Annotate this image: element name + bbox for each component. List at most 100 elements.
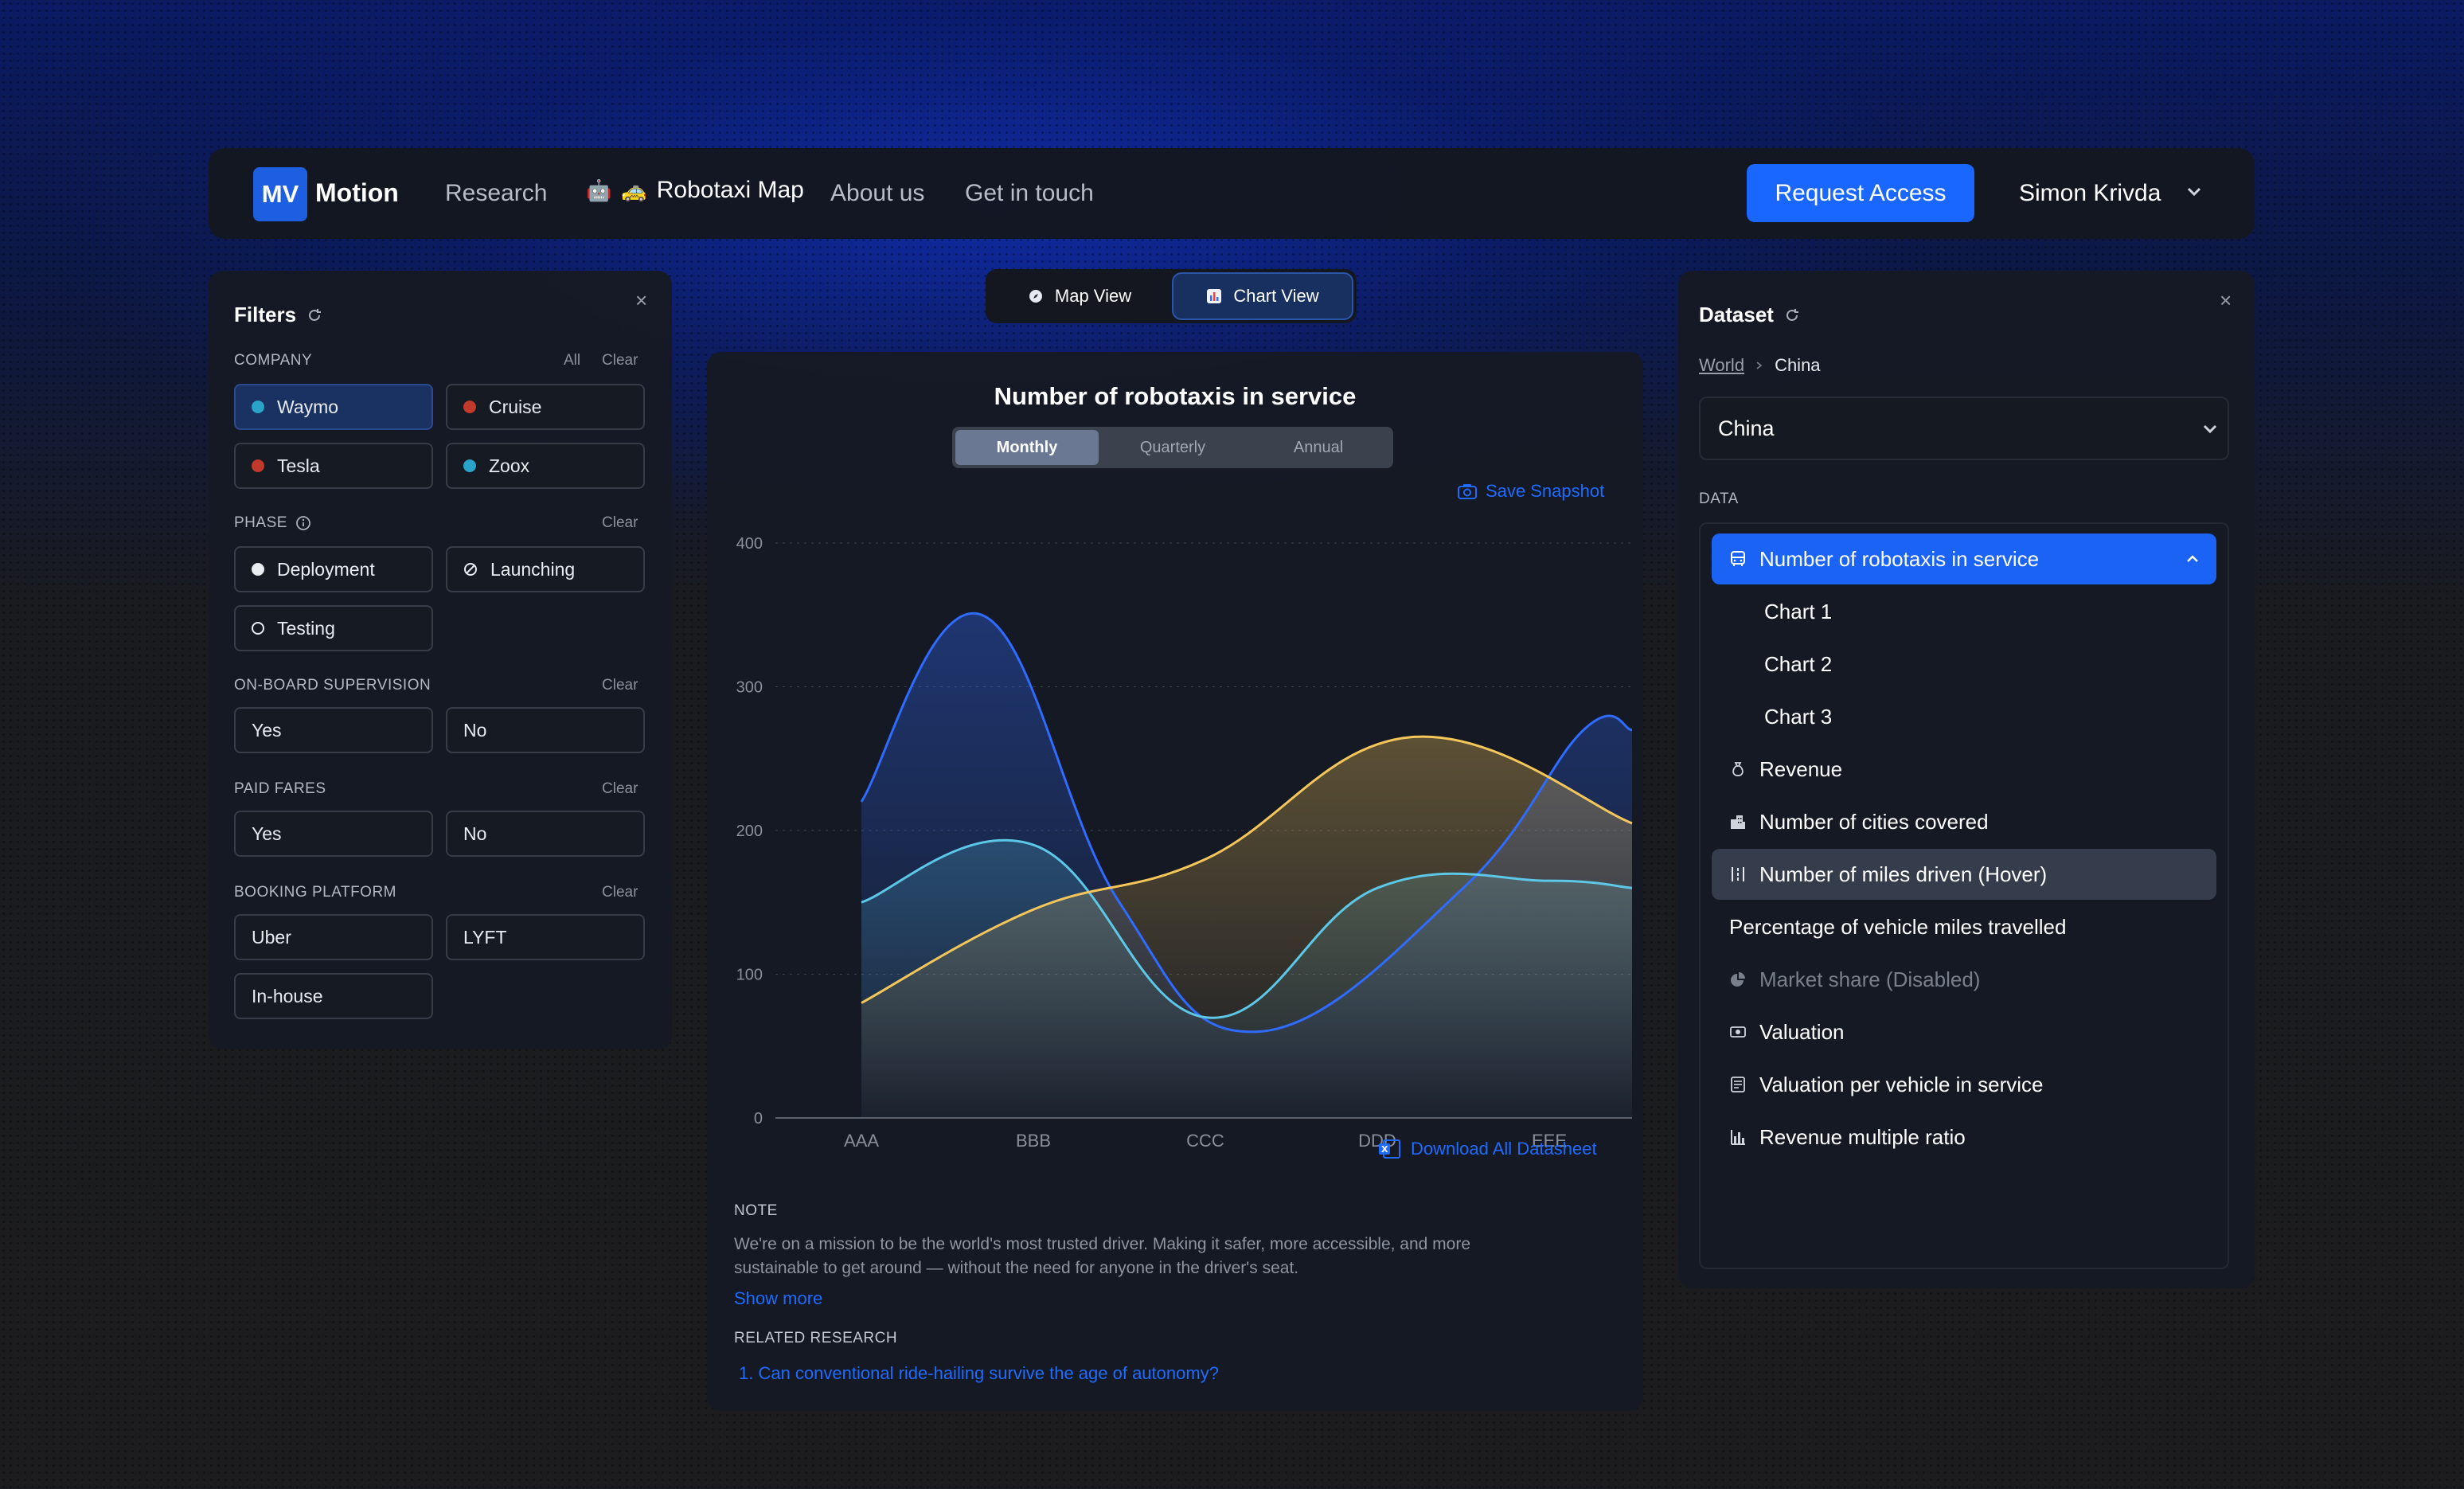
series-1-line[interactable] — [860, 612, 1633, 1034]
company-label: COMPANY — [234, 352, 313, 369]
breadcrumb-china: China — [1775, 355, 1821, 375]
data-item-label: Number of cities covered — [1759, 809, 1989, 834]
chip-lyft[interactable]: LYFT — [446, 914, 645, 960]
save-snapshot-label: Save Snapshot — [1486, 481, 1605, 501]
data-item-cities[interactable]: Number of cities covered — [1712, 796, 2216, 847]
city-icon — [1731, 815, 1745, 829]
chevron-down-icon[interactable] — [2186, 186, 2202, 197]
data-label: DATA — [1699, 490, 1739, 507]
data-item-chart-2[interactable]: Chart 2 — [1764, 651, 1833, 676]
chip-fares-yes[interactable]: Yes — [234, 811, 433, 857]
booking-clear[interactable]: Clear — [602, 884, 638, 901]
save-snapshot-button[interactable]: Save Snapshot — [1457, 481, 1604, 502]
series-2-line[interactable] — [861, 838, 1633, 1019]
phase-label-text: PHASE — [234, 514, 287, 531]
chip-uber[interactable]: Uber — [234, 914, 433, 960]
nav-link-about[interactable]: About us — [830, 180, 925, 206]
data-item-label: Revenue multiple ratio — [1759, 1124, 1966, 1149]
chip-supervision-no[interactable]: No — [446, 707, 645, 753]
data-item-revenue[interactable]: Revenue — [1712, 744, 2216, 795]
chart-view-button[interactable]: Chart View — [1172, 272, 1353, 320]
chip-tesla[interactable]: Tesla — [234, 443, 433, 489]
data-item-label: Revenue — [1759, 756, 1843, 781]
chip-label: No — [463, 823, 487, 844]
data-item-revenue-multiple[interactable]: Revenue multiple ratio — [1712, 1112, 2216, 1163]
dataset-title-text: Dataset — [1699, 303, 1774, 326]
data-item-chart-3[interactable]: Chart 3 — [1764, 704, 1833, 729]
data-item-label: Market share (Disabled) — [1759, 967, 1981, 991]
data-item-valuation-per-vehicle[interactable]: Valuation per vehicle in service — [1712, 1059, 2216, 1110]
data-item-label: Valuation per vehicle in service — [1759, 1072, 2044, 1096]
fares-clear[interactable]: Clear — [602, 780, 638, 797]
nav-link-robotaxi-map[interactable]: 🤖 🚕 Robotaxi Map — [586, 177, 804, 204]
data-item-market-share: Market share (Disabled) — [1712, 954, 2216, 1005]
supervision-label: ON-BOARD SUPERVISION — [234, 677, 431, 694]
testing-icon — [252, 622, 264, 635]
chip-waymo[interactable]: Waymo — [234, 384, 433, 430]
download-datasheet-button[interactable]: X Download All Datasheet — [1377, 1139, 1597, 1159]
chevron-down-icon — [2203, 424, 2217, 434]
x-tick-label: EEE — [1532, 1131, 1567, 1151]
data-item-robotaxis[interactable]: Number of robotaxis in service — [1712, 533, 2216, 584]
chip-testing[interactable]: Testing — [234, 605, 433, 651]
period-monthly[interactable]: Monthly — [955, 430, 1099, 465]
close-icon[interactable]: × — [635, 288, 648, 312]
refresh-icon[interactable] — [1783, 307, 1801, 324]
chip-inhouse[interactable]: In-house — [234, 973, 433, 1019]
refresh-icon[interactable] — [306, 307, 323, 324]
data-item-vmt[interactable]: Percentage of vehicle miles travelled — [1729, 914, 2067, 939]
related-research-label: RELATED RESEARCH — [734, 1330, 898, 1346]
user-menu[interactable]: Simon Krivda — [2019, 180, 2161, 206]
phase-clear[interactable]: Clear — [602, 514, 638, 531]
chip-supervision-yes[interactable]: Yes — [234, 707, 433, 753]
chip-label: LYFT — [463, 926, 507, 948]
info-icon[interactable] — [295, 515, 311, 531]
x-tick-label: BBB — [1016, 1131, 1051, 1151]
view-toggle: Map View Chart View — [986, 269, 1357, 323]
chip-label: No — [463, 719, 487, 741]
chip-label: Zoox — [489, 455, 530, 476]
road-icon — [1732, 867, 1744, 881]
chip-launching[interactable]: Launching — [446, 546, 645, 592]
company-clear[interactable]: Clear — [602, 352, 638, 369]
related-research-link[interactable]: 1. Can conventional ride-hailing survive… — [739, 1363, 1219, 1383]
data-item-chart-1[interactable]: Chart 1 — [1764, 599, 1833, 623]
excel-icon: X — [1379, 1139, 1400, 1159]
region-select-value: China — [1718, 416, 1775, 440]
period-annual[interactable]: Annual — [1293, 438, 1344, 456]
dataset-title: Dataset — [1699, 303, 1801, 327]
show-more-link[interactable]: Show more — [734, 1288, 823, 1308]
data-item-label: Valuation — [1759, 1019, 1845, 1044]
status-dot — [252, 401, 264, 413]
series-3-line[interactable] — [861, 735, 1633, 1004]
region-select[interactable]: China — [1699, 397, 2229, 460]
period-quarterly[interactable]: Quarterly — [1139, 438, 1206, 456]
chip-zoox[interactable]: Zoox — [446, 443, 645, 489]
supervision-clear[interactable]: Clear — [602, 677, 638, 694]
deployment-icon — [252, 563, 264, 576]
chevron-right-icon — [1756, 362, 1763, 369]
map-view-button[interactable]: Map View — [992, 272, 1167, 320]
chip-label: Waymo — [277, 396, 339, 417]
data-item-valuation[interactable]: Valuation — [1712, 1006, 2216, 1057]
chip-fares-no[interactable]: No — [446, 811, 645, 857]
data-list: Number of robotaxis in service Chart 1 C… — [1699, 522, 2229, 1269]
camera-icon — [1458, 484, 1477, 499]
chip-label: Yes — [252, 823, 282, 844]
logo-text[interactable]: Motion — [315, 178, 399, 207]
compass-icon — [1029, 290, 1042, 303]
nav-link-contact[interactable]: Get in touch — [965, 180, 1094, 206]
chip-deployment[interactable]: Deployment — [234, 546, 433, 592]
chip-cruise[interactable]: Cruise — [446, 384, 645, 430]
close-icon[interactable]: × — [2220, 288, 2232, 312]
breadcrumb-world[interactable]: World — [1699, 355, 1745, 375]
nav-link-research[interactable]: Research — [445, 180, 548, 206]
logo-badge[interactable]: MV — [253, 167, 307, 221]
bus-icon — [1731, 551, 1745, 566]
chip-label: Tesla — [277, 455, 320, 476]
filters-panel: Filters × COMPANY All Clear Waymo Cruise… — [209, 271, 672, 1049]
breadcrumb: World China — [1699, 355, 1821, 376]
company-all[interactable]: All — [564, 352, 581, 369]
data-item-miles[interactable]: Number of miles driven (Hover) — [1712, 849, 2216, 900]
request-access-button[interactable]: Request Access — [1747, 164, 1974, 222]
